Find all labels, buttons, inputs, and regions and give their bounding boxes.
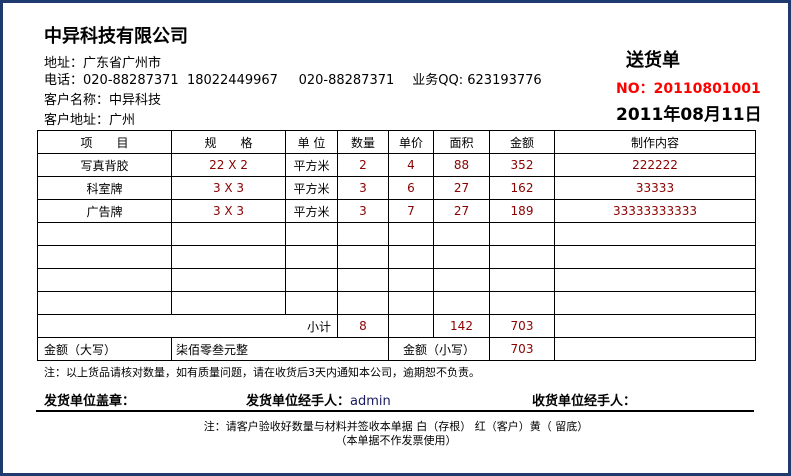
- cell-spec: 22 X 2: [171, 153, 286, 177]
- cell-unit: 平方米: [285, 176, 338, 200]
- table-row: 科室牌 3 X 3 平方米 3 6 27 162 33333: [37, 176, 756, 200]
- header-qty: 数量: [337, 130, 389, 154]
- header-amount: 金额: [489, 130, 555, 154]
- empty-row: [37, 291, 756, 315]
- cell-item: 写真背胶: [37, 153, 172, 177]
- header-price: 单价: [388, 130, 434, 154]
- empty-row: [37, 245, 756, 269]
- cell-content: 33333: [554, 176, 756, 200]
- address: 地址：广东省广州市: [44, 56, 162, 71]
- cell-spec: 3 X 3: [171, 176, 286, 200]
- header-content: 制作内容: [554, 130, 756, 154]
- sender-name: admin: [350, 394, 391, 409]
- cell-amount: 352: [489, 153, 555, 177]
- cell-area: 27: [433, 176, 490, 200]
- phones: 020-88287371 18022449967 020-88287371: [83, 73, 395, 88]
- cell-qty: 2: [337, 153, 389, 177]
- customer-address: 客户地址：广州: [44, 113, 136, 128]
- cell-qty: 3: [337, 199, 389, 223]
- subtotal-label: 小计: [37, 314, 338, 338]
- amount-lower: 703: [489, 337, 555, 361]
- cell-price: 6: [388, 176, 434, 200]
- empty-row: [37, 222, 756, 246]
- phone-label: 电话：: [44, 73, 84, 88]
- cell-unit: 平方米: [285, 153, 338, 177]
- cell-amount: 162: [489, 176, 555, 200]
- amount-upper: 柒佰零叁元整: [171, 337, 389, 361]
- table-note: 注：以上货品请核对数量，如有质量问题，请在收货后3天内通知本公司，逾期恕不负责。: [44, 366, 480, 379]
- header-unit: 单 位: [285, 130, 338, 154]
- cell-content: 222222: [554, 153, 756, 177]
- cell-area: 27: [433, 199, 490, 223]
- divider: [36, 410, 754, 412]
- subtotal-amount: 703: [489, 314, 555, 338]
- sender-label: 发货单位经手人：: [246, 394, 351, 409]
- table-header: 项 目 规 格 单 位 数量 单价 面积 金额 制作内容: [37, 130, 756, 154]
- cell-item: 广告牌: [37, 199, 172, 223]
- subtotal-area: 142: [433, 314, 490, 338]
- subtotal-row: 小计 8 142 703: [37, 314, 756, 338]
- doc-date: 2011年08月11日: [616, 105, 762, 125]
- footer-invoice-note: （本单据不作发票使用）: [335, 434, 457, 447]
- cell-price: 4: [388, 153, 434, 177]
- footer-note: 注：请客户验收好数量与材料并签收本单据 白（存根） 红（客户）黄（ 留底）: [203, 420, 589, 433]
- cell-amount: 189: [489, 199, 555, 223]
- cell-qty: 3: [337, 176, 389, 200]
- phone-line: 电话：020-88287371 18022449967 020-88287371…: [44, 69, 542, 88]
- customer-name: 客户名称：中异科技: [44, 93, 162, 108]
- header-spec: 规 格: [171, 130, 286, 154]
- amount-lower-label: 金额（小写）: [388, 337, 490, 361]
- seal-label: 发货单位盖章：: [44, 394, 136, 409]
- company-name: 中异科技有限公司: [44, 26, 188, 47]
- amount-upper-label: 金额（大写）: [37, 337, 172, 361]
- table-row: 写真背胶 22 X 2 平方米 2 4 88 352 222222: [37, 153, 756, 177]
- total-row: 金额（大写） 柒佰零叁元整 金额（小写） 703: [37, 337, 756, 361]
- subtotal-qty: 8: [337, 314, 389, 338]
- empty-row: [37, 268, 756, 292]
- cell-price: 7: [388, 199, 434, 223]
- cell-content: 33333333333: [554, 199, 756, 223]
- header-item: 项 目: [37, 130, 172, 154]
- sender-line: 发货单位经手人：admin: [246, 390, 391, 409]
- table-row: 广告牌 3 X 3 平方米 3 7 27 189 33333333333: [37, 199, 756, 223]
- qq: 业务QQ: 623193776: [412, 73, 542, 88]
- doc-title: 送货单: [626, 50, 680, 71]
- cell-unit: 平方米: [285, 199, 338, 223]
- cell-area: 88: [433, 153, 490, 177]
- cell-spec: 3 X 3: [171, 199, 286, 223]
- header-area: 面积: [433, 130, 490, 154]
- cell-item: 科室牌: [37, 176, 172, 200]
- doc-number: NO：20110801001: [616, 81, 761, 97]
- receiver-label: 收货单位经手人：: [532, 394, 637, 409]
